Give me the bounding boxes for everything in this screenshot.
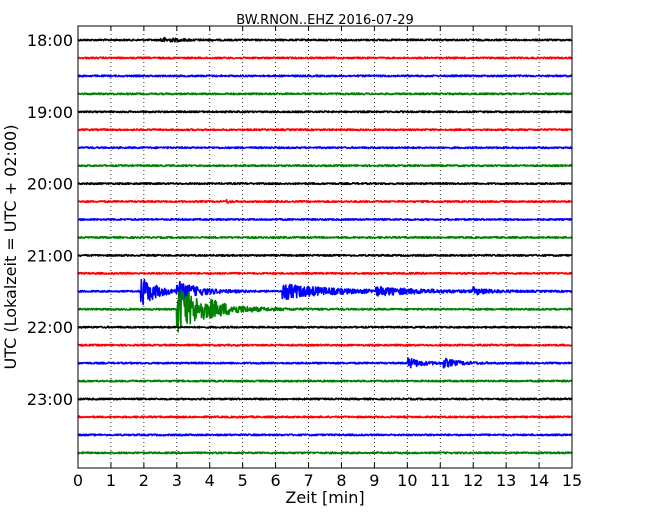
x-tick-label: 3 <box>172 471 182 490</box>
y-axis-label: UTC (Lokalzeit = UTC + 02:00) <box>1 125 20 370</box>
seismic-trace-line <box>77 289 573 333</box>
seismic-trace-line <box>77 146 573 150</box>
x-tick-label: 4 <box>205 471 215 490</box>
y-tick-label: 20:00 <box>27 175 73 194</box>
x-axis-label: Zeit [min] <box>285 488 364 507</box>
y-tick-label: 23:00 <box>27 390 73 409</box>
y-tick-label: 21:00 <box>27 246 73 265</box>
seismic-trace-line <box>77 198 573 204</box>
seismic-trace-line <box>77 36 573 43</box>
seismic-trace-line <box>77 415 573 419</box>
seismic-trace-line <box>77 433 573 437</box>
seismic-trace-line <box>77 325 573 329</box>
x-tick-label: 2 <box>139 471 149 490</box>
seismic-trace-line <box>77 278 573 306</box>
seismic-trace-line <box>77 271 573 275</box>
seismic-trace-line <box>77 110 573 114</box>
seismic-trace-line <box>77 56 573 60</box>
y-tick-label: 19:00 <box>27 103 73 122</box>
x-tick-label: 13 <box>496 471 516 490</box>
x-tick-label: 14 <box>529 471 549 490</box>
grid-lines <box>110 26 540 468</box>
seismic-trace-line <box>77 74 573 78</box>
seismic-trace-line <box>77 357 573 369</box>
x-axis-ticks: 0 1 2 3 4 5 6 7 8 9 10 11 12 13 14 15 <box>73 26 582 490</box>
y-tick-label: 18:00 <box>27 31 73 50</box>
seismic-trace-line <box>77 92 573 96</box>
x-tick-label: 6 <box>271 471 281 490</box>
x-tick-label: 9 <box>369 471 379 490</box>
x-tick-label: 5 <box>238 471 248 490</box>
seismic-trace-line <box>77 235 573 240</box>
seismic-trace-line <box>77 128 573 132</box>
x-tick-label: 11 <box>430 471 450 490</box>
seismic-trace-line <box>77 397 573 401</box>
x-tick-label: 0 <box>73 471 83 490</box>
plot-frame <box>77 25 573 469</box>
seismic-trace-line <box>77 253 573 258</box>
seismic-trace-line <box>77 181 573 186</box>
y-axis-ticks: 18:00 19:00 20:00 21:00 22:00 23:00 <box>27 31 572 409</box>
x-tick-label: 15 <box>562 471 582 490</box>
y-tick-label: 22:00 <box>27 318 73 337</box>
seismic-trace-line <box>77 164 573 168</box>
x-tick-label: 8 <box>336 471 346 490</box>
x-tick-label: 7 <box>303 471 313 490</box>
chart-title: BW.RNON..EHZ 2016-07-29 <box>236 13 414 28</box>
x-tick-label: 10 <box>397 471 417 490</box>
seismic-trace-line <box>77 217 573 222</box>
x-tick-label: 1 <box>106 471 116 490</box>
seismic-trace-line <box>77 451 573 455</box>
x-tick-label: 12 <box>463 471 483 490</box>
seismic-trace-line <box>77 343 573 347</box>
seismic-traces <box>77 36 573 455</box>
seismic-trace-line <box>77 379 573 383</box>
